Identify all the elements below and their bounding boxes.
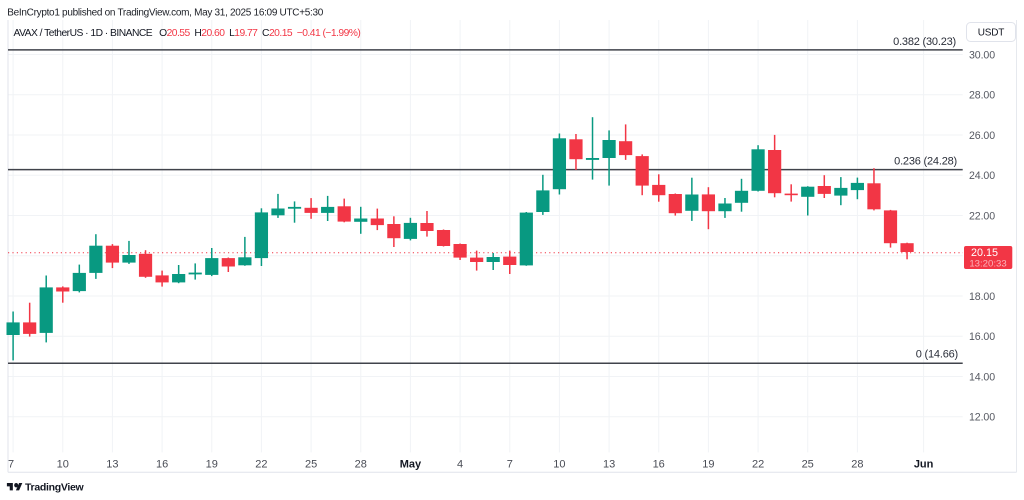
svg-text:AVAX / TetherUS · 1D · BINANCE: AVAX / TetherUS · 1D · BINANCE O20.55 H2… [14,28,361,39]
svg-text:0 (14.66): 0 (14.66) [916,349,958,361]
svg-text:22: 22 [752,459,764,471]
svg-text:19: 19 [206,459,218,471]
svg-text:13:20:33: 13:20:33 [969,259,1006,270]
svg-text:16: 16 [156,459,168,471]
svg-text:13: 13 [106,459,118,471]
svg-text:TradingView: TradingView [25,481,84,493]
svg-text:26.00: 26.00 [969,130,995,142]
svg-text:Jun: Jun [914,459,934,471]
svg-text:12.00: 12.00 [969,412,995,424]
svg-text:24.00: 24.00 [969,170,995,182]
svg-text:7: 7 [8,459,14,471]
svg-text:10: 10 [57,459,69,471]
svg-text:28: 28 [355,459,367,471]
svg-text:22: 22 [255,459,267,471]
svg-text:30.00: 30.00 [969,49,995,61]
svg-text:10: 10 [553,459,565,471]
svg-text:13: 13 [603,459,615,471]
svg-text:BeInCrypto1 published on Tradi: BeInCrypto1 published on TradingView.com… [7,8,323,19]
svg-text:4: 4 [457,459,463,471]
svg-text:May: May [400,459,422,471]
svg-text:16: 16 [653,459,665,471]
svg-text:22.00: 22.00 [969,210,995,222]
svg-text:28: 28 [851,459,863,471]
svg-text:16.00: 16.00 [969,331,995,343]
svg-text:7: 7 [507,459,513,471]
svg-text:25: 25 [802,459,814,471]
svg-text:14.00: 14.00 [969,371,995,383]
svg-text:18.00: 18.00 [969,291,995,303]
svg-text:0.236 (24.28): 0.236 (24.28) [894,156,957,168]
svg-text:25: 25 [305,459,317,471]
svg-text:20.15: 20.15 [971,247,998,259]
svg-text:USDT: USDT [978,28,1005,39]
svg-text:19: 19 [702,459,714,471]
svg-text:0.382 (30.23): 0.382 (30.23) [893,36,956,48]
svg-text:28.00: 28.00 [969,90,995,102]
